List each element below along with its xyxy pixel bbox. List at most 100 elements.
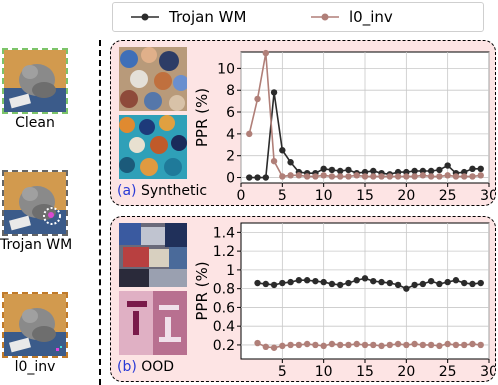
data-point-trojan-wm — [270, 89, 278, 96]
data-point-trojan-wm — [262, 280, 269, 288]
y-tick-label: 0.2 — [213, 338, 235, 354]
y-tick-label: 8 — [226, 83, 235, 99]
data-point-trojan-wm — [345, 279, 352, 287]
cat-image-clean — [4, 50, 66, 112]
data-point-l0-inv — [403, 341, 410, 349]
chart-ood-svg: 5 10 15 20 25 30 0.2 0.4 0.6 0.8 1 1.2 1.4 PPR (%) — [193, 222, 495, 380]
data-point-l0-inv — [370, 173, 377, 180]
y-tick-label: 0.8 — [213, 282, 235, 298]
data-point-l0-inv — [287, 341, 294, 349]
data-point-trojan-wm — [469, 280, 476, 288]
data-point-l0-inv — [295, 172, 303, 179]
synthetic-patch-2 — [119, 115, 187, 179]
data-point-trojan-wm — [394, 281, 402, 289]
data-point-trojan-wm — [386, 279, 393, 287]
data-point-l0-inv — [427, 341, 435, 349]
y-tick-label: 1.2 — [213, 244, 235, 260]
data-point-trojan-wm — [353, 277, 360, 284]
y-tick-label: 0.4 — [213, 319, 235, 335]
y-axis-label: PPR (%) — [193, 88, 211, 147]
data-point-trojan-wm — [378, 278, 385, 286]
x-tick-label: 20 — [397, 364, 415, 380]
data-point-trojan-wm — [444, 162, 451, 169]
data-point-l0-inv — [477, 341, 484, 349]
data-point-l0-inv — [411, 173, 418, 180]
data-point-l0-inv — [378, 342, 385, 350]
panel-label-synthetic: (a) Synthetic — [117, 183, 207, 199]
data-point-trojan-wm — [337, 281, 344, 289]
data-point-l0-inv — [419, 341, 427, 349]
data-point-l0-inv — [254, 339, 261, 347]
data-point-trojan-wm — [254, 279, 261, 287]
data-point-l0-inv — [477, 172, 484, 179]
data-point-trojan-wm — [469, 165, 476, 173]
thumbnail-clean-image — [2, 48, 68, 114]
data-point-trojan-wm — [461, 279, 468, 287]
data-point-trojan-wm — [436, 280, 443, 288]
legend-label-trojan-wm: Trojan WM — [169, 8, 247, 26]
legend-markers — [131, 13, 339, 21]
data-point-trojan-wm — [303, 277, 311, 284]
panel-tag-b: (b) — [117, 359, 137, 375]
data-point-l0-inv — [320, 342, 327, 350]
legend-label-l0-inv: l0_inv — [349, 8, 393, 26]
thumbnail-label-l0-inv: l0_inv — [14, 359, 56, 375]
legend-marker-l0-inv — [321, 13, 329, 21]
data-point-l0-inv — [436, 342, 443, 350]
x-tick-label: 25 — [439, 364, 457, 380]
data-point-l0-inv — [444, 340, 451, 348]
chart-synthetic-svg: 0 5 10 15 20 25 30 0 2 4 6 8 10 PPR (%) — [193, 49, 496, 204]
data-point-trojan-wm — [411, 167, 418, 175]
data-point-trojan-wm — [279, 279, 286, 287]
data-point-l0-inv — [337, 341, 344, 349]
x-tick-label: 0 — [237, 188, 246, 204]
data-point-l0-inv — [303, 340, 311, 348]
y-tick-label: 0.6 — [213, 300, 235, 316]
data-point-trojan-wm — [254, 174, 261, 181]
x-tick-label: 5 — [278, 364, 287, 380]
data-point-trojan-wm — [345, 166, 352, 174]
data-point-trojan-wm — [477, 165, 484, 173]
data-point-trojan-wm — [477, 279, 484, 287]
data-point-l0-inv — [312, 173, 319, 180]
data-point-l0-inv — [386, 341, 393, 349]
data-point-trojan-wm — [295, 277, 303, 284]
data-point-l0-inv — [279, 173, 286, 180]
thumbnail-l0-inv: l0_inv — [0, 292, 70, 375]
vertical-divider — [99, 40, 101, 385]
synthetic-patch-1 — [119, 47, 187, 111]
y-tick-label: 1 — [226, 263, 235, 279]
data-point-l0-inv — [320, 172, 327, 179]
panel-synthetic: 0 5 10 15 20 25 30 0 2 4 6 8 10 PPR (%) (a) Synthetic — [110, 40, 496, 206]
y-tick-label: 0 — [226, 171, 235, 187]
data-point-trojan-wm — [328, 280, 336, 288]
data-point-trojan-wm — [411, 281, 418, 289]
data-point-trojan-wm — [320, 278, 327, 286]
data-point-trojan-wm — [419, 280, 427, 288]
data-point-trojan-wm — [270, 281, 278, 289]
data-point-l0-inv — [461, 173, 468, 180]
data-point-l0-inv — [337, 173, 344, 180]
x-tick-label: 30 — [480, 188, 496, 204]
ood-patch-2 — [119, 291, 187, 355]
x-tick-label: 10 — [315, 188, 333, 204]
data-point-l0-inv — [353, 340, 360, 348]
data-point-l0-inv — [419, 172, 427, 179]
y-axis-label: PPR (%) — [193, 261, 211, 320]
thumbnail-trojan-wm: Trojan WM — [0, 170, 72, 253]
cat-image-trojan-wm — [4, 172, 66, 234]
data-point-l0-inv — [262, 343, 269, 351]
x-tick-label: 25 — [439, 188, 457, 204]
y-tick-label: 4 — [226, 127, 235, 143]
data-point-l0-inv — [345, 173, 352, 180]
data-point-trojan-wm — [427, 167, 435, 175]
series-line-trojan-wm — [257, 277, 481, 290]
data-point-l0-inv — [328, 173, 336, 180]
thumbnail-trojan-wm-image — [2, 170, 68, 236]
data-point-l0-inv — [312, 341, 319, 349]
data-point-l0-inv — [378, 173, 385, 180]
series-line-l0-inv — [257, 342, 481, 349]
panel-ood: 5 10 15 20 25 30 0.2 0.4 0.6 0.8 1 1.2 1.4 PPR (%) (b… — [110, 216, 496, 382]
data-point-l0-inv — [262, 49, 269, 57]
data-point-l0-inv — [452, 341, 460, 349]
